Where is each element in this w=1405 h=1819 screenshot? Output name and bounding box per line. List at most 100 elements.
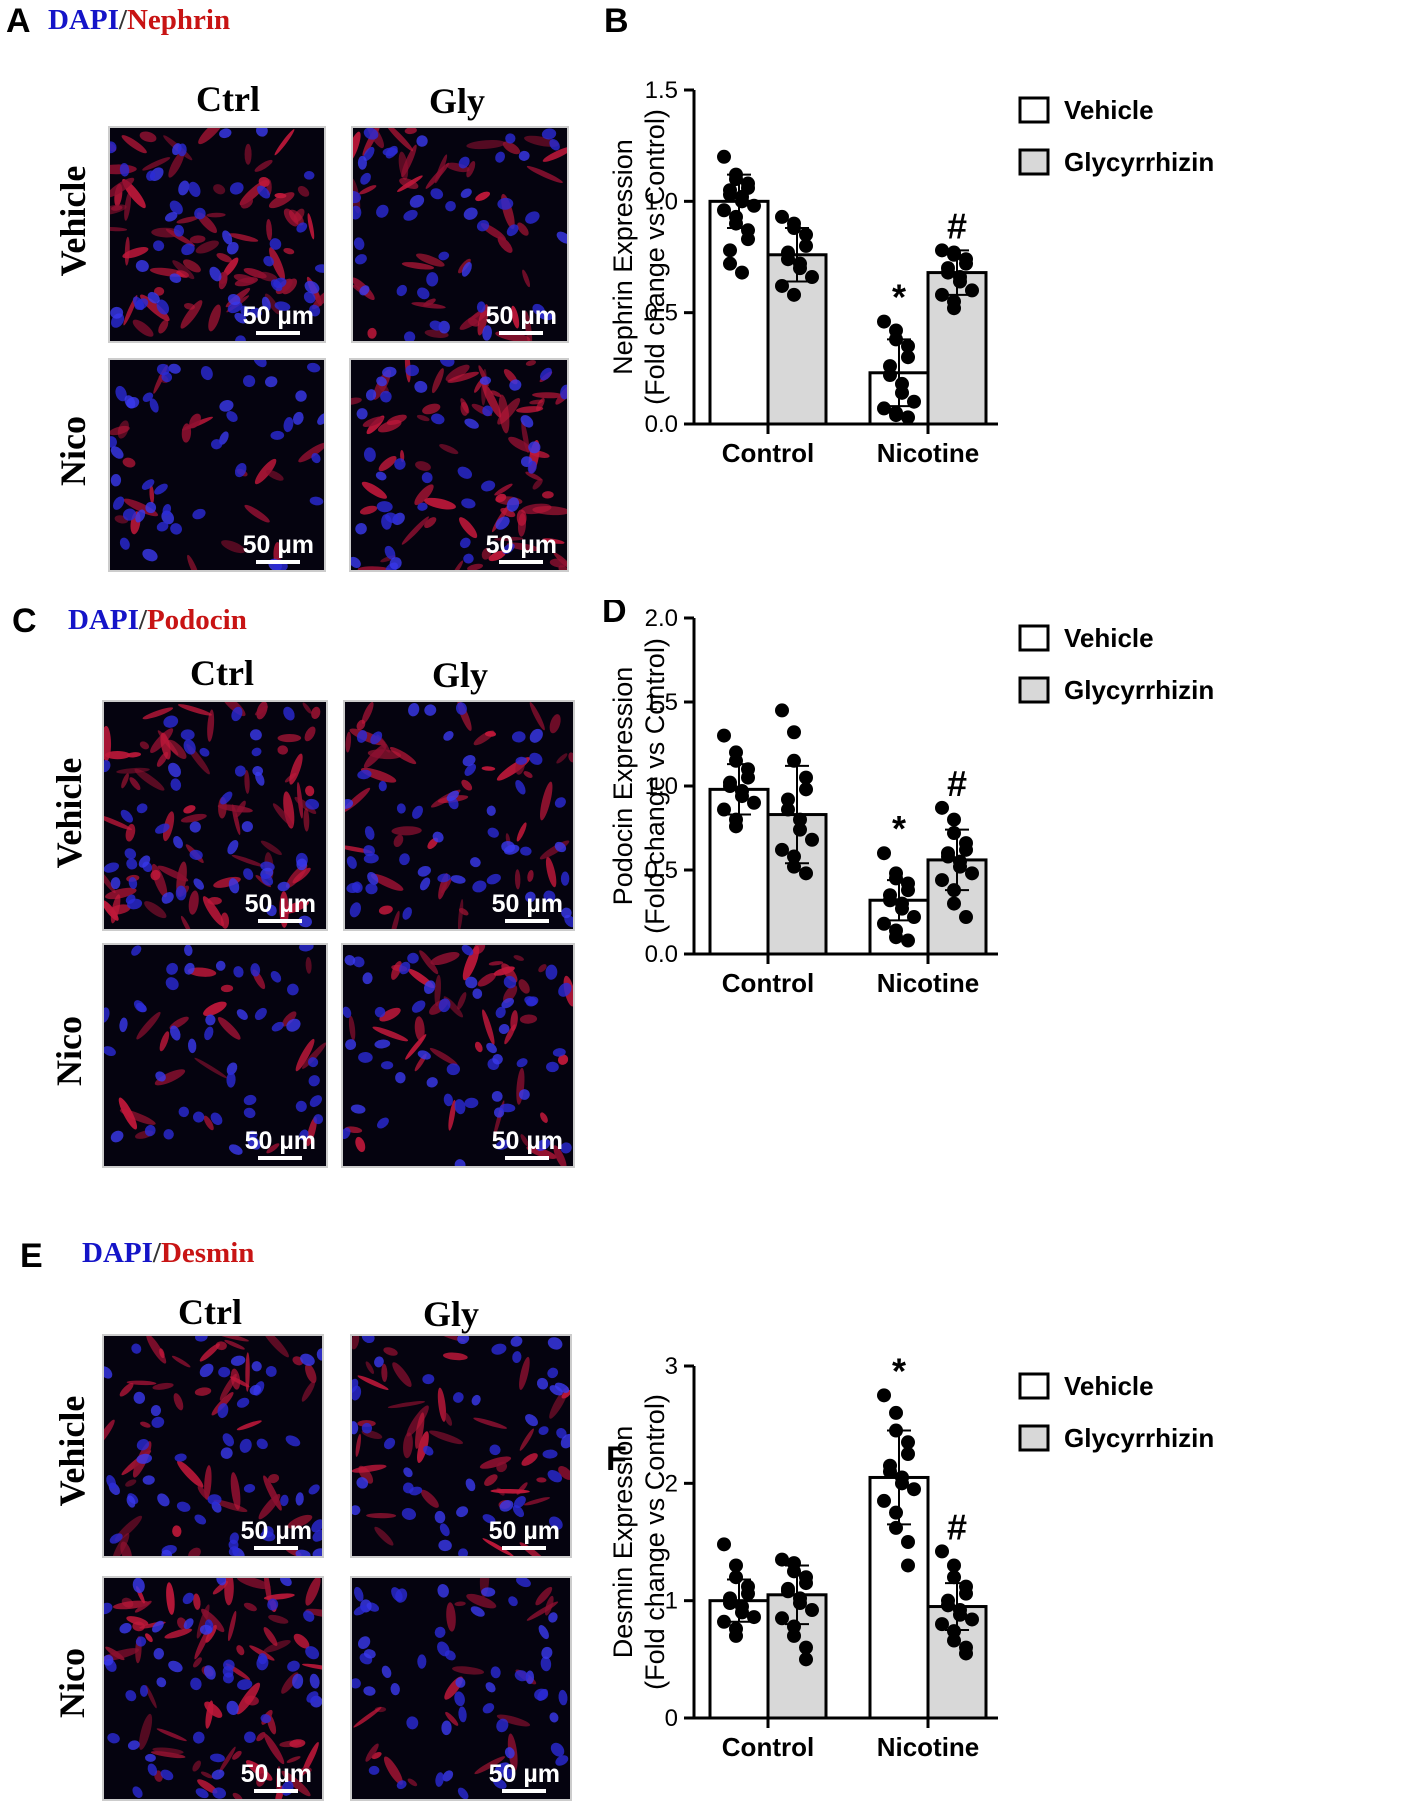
data-point — [935, 800, 949, 815]
significance-mark: # — [947, 1506, 967, 1547]
micrograph-texture — [110, 128, 324, 341]
stain-title-e: DAPI/Desmin — [82, 1237, 254, 1270]
y-tick-label: 0 — [665, 1705, 678, 1732]
y-tick-label: 0.5 — [645, 300, 678, 327]
micrograph-texture — [345, 702, 573, 929]
data-point — [895, 901, 909, 916]
panel-letter: D — [602, 600, 627, 630]
data-point — [717, 149, 731, 164]
data-point — [941, 265, 955, 280]
data-point — [883, 893, 897, 908]
data-point — [781, 802, 795, 817]
dapi-label: DAPI — [82, 1237, 153, 1269]
y-tick-label: 2 — [665, 1470, 678, 1497]
panel-letter-a: A — [6, 2, 31, 40]
data-point — [965, 1612, 979, 1627]
scale-bar: 50 µm — [486, 531, 557, 564]
micrograph-vehicle-gly: 50 µm — [350, 1334, 572, 1558]
legend-swatch — [1018, 148, 1050, 176]
data-point — [717, 1537, 731, 1552]
significance-mark: * — [892, 277, 906, 318]
scale-bar: 50 µm — [243, 531, 314, 564]
data-point — [781, 252, 795, 267]
data-point — [787, 859, 801, 874]
data-point — [793, 1596, 807, 1611]
data-point — [883, 368, 897, 383]
data-point — [799, 866, 813, 881]
data-point — [741, 232, 755, 247]
micrograph-texture — [352, 1578, 570, 1799]
data-point — [883, 1464, 897, 1479]
data-point — [799, 238, 813, 253]
legend-swatch — [1018, 624, 1050, 652]
data-point — [717, 802, 731, 817]
y-axis-label: Podocin Expression — [608, 667, 638, 906]
scale-bar: 50 µm — [489, 1760, 560, 1793]
data-point — [775, 703, 789, 718]
data-point — [901, 883, 915, 898]
micrograph-texture — [104, 1336, 322, 1556]
data-point — [729, 1570, 743, 1585]
data-point — [735, 789, 749, 804]
data-point — [959, 1646, 973, 1661]
data-point — [877, 401, 891, 416]
scale-bar: 50 µm — [243, 302, 314, 335]
legend-label: Glycyrrhizin — [1064, 675, 1214, 705]
marker-label: Desmin — [160, 1237, 255, 1269]
legend-swatch — [1018, 96, 1050, 124]
data-point — [787, 725, 801, 740]
data-point — [747, 795, 761, 810]
data-point — [799, 770, 813, 785]
data-point — [947, 826, 961, 841]
micrograph-texture — [104, 702, 326, 929]
micrograph-texture — [104, 1578, 322, 1799]
data-point — [953, 274, 967, 289]
data-point — [799, 1640, 813, 1655]
data-point — [947, 812, 961, 827]
data-point — [953, 1607, 967, 1622]
data-point — [889, 930, 903, 945]
col-header-ctrl: Ctrl — [178, 1292, 242, 1332]
scale-bar: 50 µm — [241, 1760, 312, 1793]
col-header-gly: Gly — [428, 81, 485, 121]
y-tick-label: 0.5 — [645, 857, 678, 884]
y-axis-label-line2: (Fold change vs Control) — [640, 638, 670, 934]
col-header-ctrl: Ctrl — [196, 79, 260, 119]
data-point — [747, 1610, 761, 1625]
micrograph-nico-gly: 50 µm — [350, 1576, 572, 1801]
y-axis-label: Nephrin Expression — [608, 139, 638, 375]
data-point — [965, 866, 979, 881]
data-point — [889, 408, 903, 423]
data-point — [907, 1482, 921, 1497]
panel-letter: B — [604, 2, 629, 40]
significance-mark: # — [947, 763, 967, 804]
scale-bar: 50 µm — [489, 1517, 560, 1550]
data-point — [735, 265, 749, 280]
data-point — [901, 1435, 915, 1450]
x-tick-label: Nicotine — [877, 1732, 980, 1762]
data-point — [877, 1388, 891, 1403]
data-point — [877, 846, 891, 861]
data-point — [717, 1614, 731, 1629]
micrograph-nico-ctrl: 50 µm — [108, 358, 326, 572]
x-tick-label: Control — [722, 438, 814, 468]
stain-title-c: DAPI/Podocin — [68, 604, 247, 637]
stain-separator: / — [118, 4, 127, 36]
data-point — [775, 1552, 789, 1567]
chart-desmin-expression: F 0 1 2 3 Desmin Expression (Fold change vs Co… — [606, 1350, 1214, 1762]
data-point — [775, 1611, 789, 1626]
row-header-vehicle: Vehicle — [49, 757, 89, 869]
micrograph-nico-gly: 50 µm — [341, 943, 575, 1168]
row-header-vehicle: Vehicle — [53, 165, 93, 277]
y-axis-label: Desmin Expression — [608, 1426, 638, 1659]
scale-bar: 50 µm — [492, 1127, 563, 1160]
data-point — [781, 1584, 795, 1599]
data-point — [723, 779, 737, 793]
legend-label: Glycyrrhizin — [1064, 1423, 1214, 1453]
significance-mark: * — [892, 1350, 906, 1391]
scale-bar: 50 µm — [241, 1517, 312, 1550]
y-tick-label: 1 — [665, 1588, 678, 1615]
y-tick-label: 1.0 — [645, 188, 678, 215]
data-point — [901, 350, 915, 365]
data-point — [805, 832, 819, 847]
